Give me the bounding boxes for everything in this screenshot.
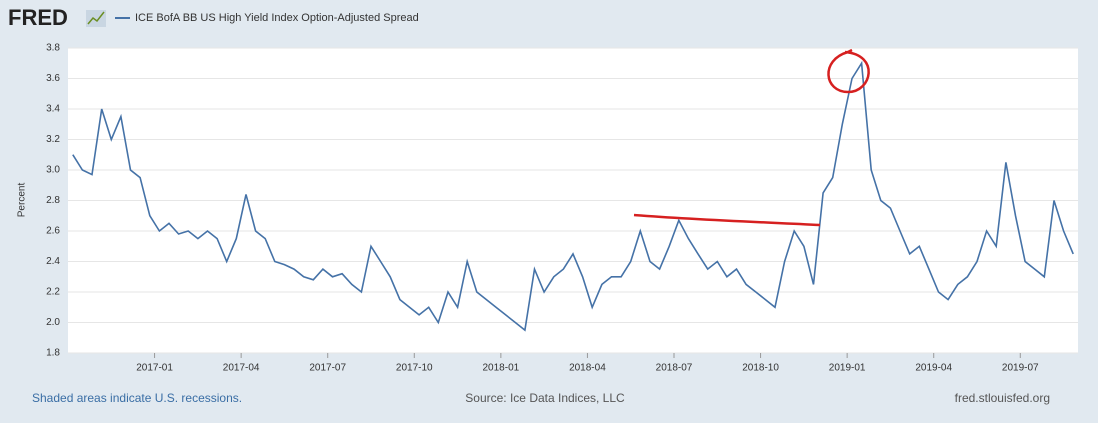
x-tick-label: 2017-07 (309, 363, 346, 374)
x-tick-label: 2018-01 (483, 363, 520, 374)
y-tick-label: 3.4 (46, 104, 60, 115)
x-tick-label: 2018-07 (656, 363, 693, 374)
recession-note[interactable]: Shaded areas indicate U.S. recessions. (32, 391, 242, 405)
y-tick-label: 3.6 (46, 73, 60, 84)
site[interactable]: fred.stlouisfed.org (955, 391, 1050, 405)
y-tick-label: 2.4 (46, 256, 60, 267)
x-tick-label: 2017-10 (396, 363, 433, 374)
y-tick-label: 2.6 (46, 226, 60, 237)
y-tick-label: 3.8 (46, 43, 60, 54)
y-axis-label: Percent (17, 183, 28, 218)
y-tick-label: 2.8 (46, 195, 60, 206)
annotation-line (633, 213, 821, 227)
y-tick-label: 1.8 (46, 348, 60, 359)
x-tick-label: 2018-04 (569, 363, 606, 374)
series-line (72, 60, 1074, 332)
y-tick-label: 3.2 (46, 134, 60, 145)
y-tick-label: 3.0 (46, 165, 60, 176)
logo: FRED (8, 5, 68, 30)
x-tick-label: 2019-04 (915, 363, 952, 374)
annotation-circle (827, 48, 870, 94)
logo-icon (86, 10, 106, 27)
logo-icon-line (87, 11, 105, 25)
y-tick-label: 2.2 (46, 287, 60, 298)
y-tick-label: 2.0 (46, 317, 60, 328)
x-tick-label: 2017-04 (223, 363, 260, 374)
source: Source: Ice Data Indices, LLC (465, 391, 625, 405)
x-tick-label: 2019-01 (829, 363, 866, 374)
x-tick-label: 2019-07 (1002, 363, 1039, 374)
legend-label: ICE BofA BB US High Yield Index Option-A… (135, 12, 419, 24)
x-tick-label: 2017-01 (136, 363, 173, 374)
x-tick-label: 2018-10 (742, 363, 779, 374)
